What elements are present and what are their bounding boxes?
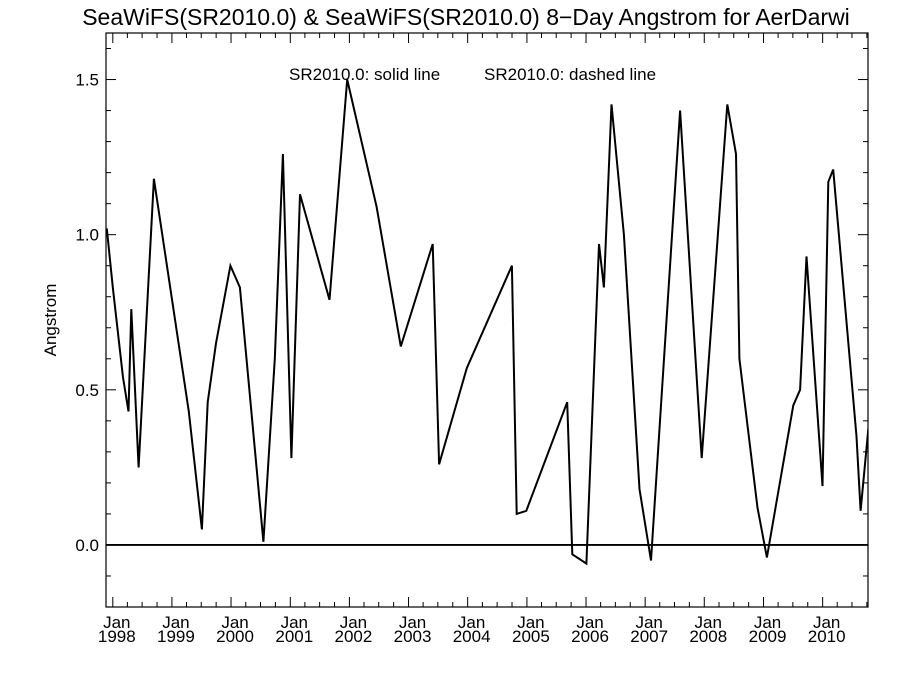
y-tick-label: 0.5 [75, 381, 99, 400]
x-tick-label-year: 2001 [275, 627, 313, 646]
x-tick-label-year: 2009 [749, 627, 787, 646]
x-tick-label-year: 2007 [630, 627, 668, 646]
x-tick-label-month: Jan [103, 613, 130, 632]
x-axis-ticks: Jan1998Jan1999Jan2000Jan2001Jan2002Jan20… [98, 33, 868, 646]
x-tick-label-month: Jan [576, 613, 603, 632]
legend-solid-label: SR2010.0: solid line [289, 65, 440, 84]
x-tick-label-month: Jan [399, 613, 426, 632]
y-axis-label: Angstrom [41, 284, 60, 357]
y-axis-ticks: 0.0 0.5 1.0 1.5 [75, 48, 868, 608]
chart-title: SeaWiFS(SR2010.0) & SeaWiFS(SR2010.0) 8−… [82, 4, 850, 30]
x-tick-label-year: 1999 [157, 627, 195, 646]
x-tick-label-year: 2005 [512, 627, 550, 646]
legend-dashed-label: SR2010.0: dashed line [484, 65, 656, 84]
series-line-solid [106, 79, 868, 566]
x-tick-label-month: Jan [813, 613, 840, 632]
x-tick-label-year: 2002 [335, 627, 373, 646]
y-tick-label: 1.0 [75, 226, 99, 245]
x-tick-label-month: Jan [517, 613, 544, 632]
x-tick-label-year: 2004 [453, 627, 491, 646]
x-tick-label-year: 2010 [808, 627, 846, 646]
x-tick-label-month: Jan [695, 613, 722, 632]
y-tick-label: 1.5 [75, 71, 99, 90]
x-tick-label-month: Jan [458, 613, 485, 632]
x-tick-label-month: Jan [221, 613, 248, 632]
x-tick-label-year: 2008 [689, 627, 727, 646]
x-tick-label-month: Jan [754, 613, 781, 632]
x-tick-label-month: Jan [162, 613, 189, 632]
x-tick-label-year: 2006 [571, 627, 609, 646]
x-tick-label-year: 2000 [216, 627, 254, 646]
plot-frame [105, 32, 869, 608]
x-tick-label-month: Jan [281, 613, 308, 632]
x-tick-label-month: Jan [635, 613, 662, 632]
x-tick-label-month: Jan [340, 613, 367, 632]
series-layer [106, 79, 868, 566]
y-tick-label: 0.0 [75, 536, 99, 555]
x-tick-label-year: 2003 [394, 627, 432, 646]
x-tick-label-year: 1998 [98, 627, 136, 646]
